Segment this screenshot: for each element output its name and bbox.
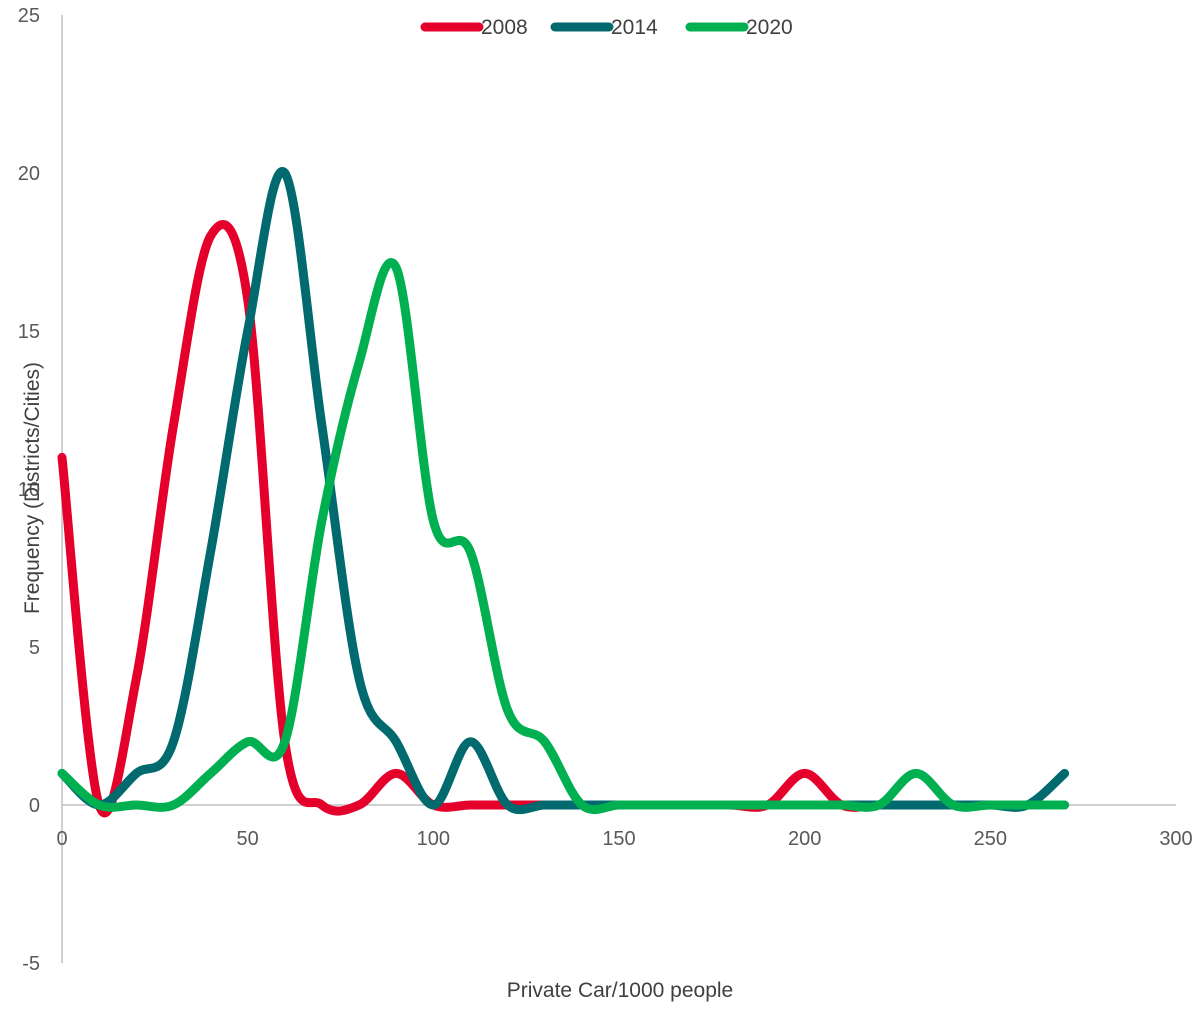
chart-series (57, 166, 1070, 818)
legend-label-2008: 2008 (481, 16, 528, 39)
chart-legend: 2008 2014 2020 (420, 16, 793, 39)
y-tick-label: 0 (29, 795, 40, 817)
y-tick-label: 20 (18, 163, 40, 185)
x-axis-title: Private Car/1000 people (507, 979, 733, 1002)
legend-label-2014: 2014 (611, 16, 658, 39)
x-tick-label: 200 (788, 828, 821, 850)
legend-label-2020: 2020 (746, 16, 793, 39)
x-tick-label: 0 (56, 828, 67, 850)
chart-axes: 0 50 100 150 200 250 300 -5 0 5 10 15 20 25 (18, 5, 1193, 975)
x-tick-label: 250 (974, 828, 1007, 850)
y-axis-title: Frequency (Districts/Cities) (21, 362, 44, 614)
y-tick-label: 5 (29, 637, 40, 659)
x-tick-label: 150 (602, 828, 635, 850)
x-tick-label: 300 (1159, 828, 1192, 850)
x-tick-label: 50 (237, 828, 259, 850)
series-line-2014 (57, 166, 1070, 815)
y-tick-label: 10 (18, 479, 40, 501)
y-tick-label: -5 (22, 953, 40, 975)
y-tick-label: 25 (18, 5, 40, 27)
x-tick-label: 100 (417, 828, 450, 850)
series-line-2020 (57, 258, 1070, 815)
y-tick-label: 15 (18, 321, 40, 343)
